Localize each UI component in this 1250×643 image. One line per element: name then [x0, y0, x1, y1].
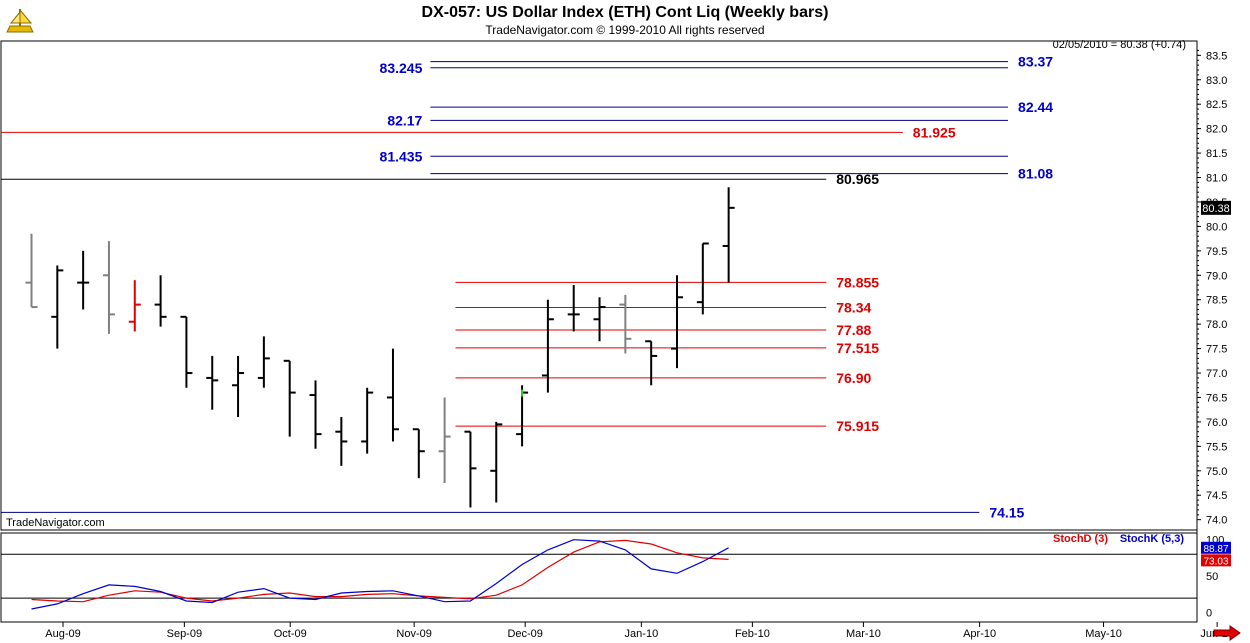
ohlc-bar [283, 359, 296, 437]
chart-subtitle: TradeNavigator.com © 1999-2010 All right… [485, 23, 765, 37]
y-tick-label: 77.0 [1206, 368, 1227, 380]
ohlc-bar [361, 387, 374, 454]
ohlc-bar [51, 265, 64, 349]
ohlc-bar [309, 380, 322, 449]
stoch-y-label: 0 [1206, 608, 1212, 620]
level-label-9: 78.34 [836, 300, 871, 316]
last-quote-label: 02/05/2010 = 80.38 (+0.74) [1053, 39, 1186, 51]
ohlc-bar [180, 315, 193, 388]
ohlc-bar [257, 336, 270, 388]
ohlc-bar [696, 242, 709, 315]
stoch-y-label: 50 [1206, 571, 1218, 583]
ohlc-bar [77, 250, 90, 310]
legend-stochd: StochD (3) [1053, 533, 1108, 545]
y-tick-label: 78.0 [1206, 319, 1227, 331]
y-tick-label: 76.0 [1206, 417, 1227, 429]
level-label-1: 83.245 [380, 60, 423, 76]
ohlc-bar [671, 275, 683, 369]
x-tick-label: Mar-10 [846, 628, 881, 640]
stochk-tag: 88.87 [1203, 544, 1228, 555]
y-tick-label: 82.5 [1206, 99, 1227, 111]
ohlc-bar [438, 397, 451, 484]
scroll-right-arrow-icon[interactable] [1212, 625, 1242, 641]
stochd-tag: 73.03 [1203, 556, 1228, 567]
level-label-12: 76.90 [836, 370, 871, 386]
stochk-tag-box [1201, 541, 1231, 554]
y-tick-label: 74.0 [1206, 515, 1227, 527]
level-label-2: 82.44 [1018, 99, 1053, 115]
y-tick-label: 83.0 [1206, 75, 1227, 87]
level-label-11: 77.515 [836, 340, 879, 356]
level-label-0: 83.37 [1018, 54, 1053, 70]
ohlc-bar [232, 355, 245, 418]
time-axis: Aug-09 Sep-09 Oct-09 Nov-09 Dec-09 Jan-10 Feb-… [45, 622, 1234, 640]
chart-title: DX-057: US Dollar Index (ETH) Cont Liq (… [421, 4, 829, 21]
level-label-13: 75.915 [836, 418, 879, 434]
ohlc-bar [593, 297, 606, 342]
level-label-6: 81.08 [1018, 166, 1053, 182]
ohlc-bar [645, 340, 658, 386]
tradenavigator-logo-icon[interactable] [4, 6, 36, 36]
ohlc-bar [206, 355, 219, 410]
y-tick-label: 79.0 [1206, 270, 1227, 282]
x-tick-label: Jan-10 [625, 628, 659, 640]
ohlc-bar [386, 348, 399, 442]
ohlc-bar [102, 241, 115, 334]
y-tick-label: 81.5 [1206, 148, 1227, 160]
level-label-3: 82.17 [387, 112, 422, 128]
ohlc-bar [567, 285, 580, 332]
ohlc-bar [619, 294, 632, 354]
stoch-series-line-1 [31, 539, 729, 610]
ohlc-bar [464, 430, 477, 508]
ohlc-bar [412, 428, 425, 479]
stochd-tag-box [1201, 554, 1231, 567]
ohlc-bar [722, 187, 735, 283]
x-tick-label: Aug-09 [45, 628, 80, 640]
level-label-7: 80.965 [836, 171, 879, 187]
x-tick-label: Dec-09 [507, 628, 542, 640]
price-axis: 74.0 74.5 75.0 75.5 76.0 76.5 77.0 77.5 78.0 78.5… [1197, 49, 1231, 527]
level-label-14: 74.15 [989, 504, 1024, 520]
stoch-panel-frame [0, 532, 1198, 623]
y-tick-label: 77.5 [1206, 344, 1227, 356]
ohlc-bar [541, 299, 554, 393]
price-panel-frame [0, 40, 1198, 531]
y-tick-label: 82.0 [1206, 124, 1227, 136]
x-tick-label: Sep-09 [167, 628, 202, 640]
stoch-series-line-0 [31, 539, 729, 603]
watermark-text: TradeNavigator.com [6, 517, 105, 529]
y-tick-label: 83.5 [1206, 50, 1227, 62]
x-tick-label: Nov-09 [396, 628, 431, 640]
x-tick-label: Oct-09 [274, 628, 307, 640]
x-tick-label: May-10 [1085, 628, 1122, 640]
last-price-tag: 80.38 [1202, 203, 1230, 215]
level-label-5: 81.435 [380, 148, 423, 164]
ohlc-bar [25, 233, 38, 309]
last-price-tag-box [1201, 200, 1231, 215]
y-tick-label: 76.5 [1206, 392, 1227, 404]
x-tick-label: Feb-10 [735, 628, 770, 640]
level-label-10: 77.88 [836, 322, 871, 338]
x-tick-label: Apr-10 [963, 628, 996, 640]
chart-labels: 02/05/2010 = 80.38 (+0.74) [1053, 39, 1186, 51]
y-tick-label: 75.5 [1206, 441, 1227, 453]
ohlc-bar [154, 275, 167, 327]
y-tick-label: 80.0 [1206, 221, 1227, 233]
price-bars [25, 187, 735, 508]
y-tick-label: 81.0 [1206, 173, 1227, 185]
price-levels: 83.37 83.245 82.44 82.17 81.925 81.435 81.08 80… [1, 54, 1053, 520]
legend-stochk: StochK (5,3) [1120, 533, 1185, 545]
level-label-4: 81.925 [913, 124, 956, 140]
ohlc-bar [128, 280, 141, 332]
y-tick-label: 79.5 [1206, 246, 1227, 258]
level-label-8: 78.855 [836, 274, 879, 290]
y-tick-label: 74.5 [1206, 490, 1227, 502]
y-tick-label: 75.0 [1206, 466, 1227, 478]
ohlc-bar [335, 417, 348, 466]
ohlc-bar [490, 421, 503, 503]
y-tick-label: 78.5 [1206, 295, 1227, 307]
